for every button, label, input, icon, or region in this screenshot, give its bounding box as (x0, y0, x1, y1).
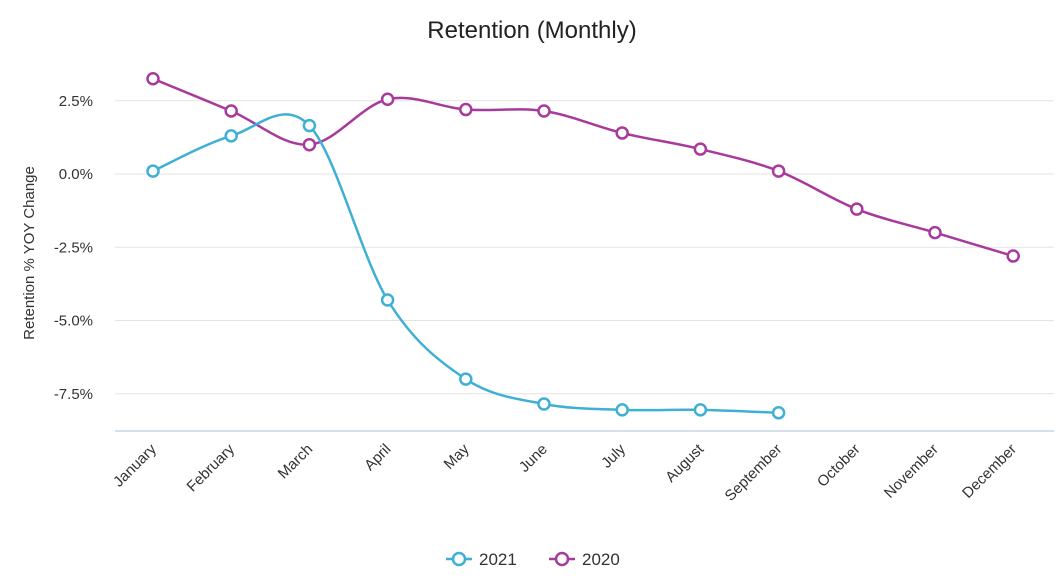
legend: 2021 2020 (446, 550, 620, 569)
y-tick-label: -2.5% (54, 239, 93, 256)
data-point[interactable] (850, 202, 864, 216)
data-point[interactable] (1006, 249, 1020, 263)
x-tick-label: February (184, 440, 239, 495)
data-point[interactable] (459, 102, 473, 117)
data-point[interactable] (302, 118, 317, 133)
data-point[interactable] (224, 104, 238, 118)
x-tick-label: May (441, 440, 473, 472)
x-axis-ticks: January February March April May June July Augu… (110, 440, 1020, 504)
legend-label: 2021 (479, 550, 517, 569)
x-tick-label: September (722, 441, 786, 505)
data-point[interactable] (693, 403, 708, 417)
data-point[interactable] (459, 372, 473, 386)
x-tick-label: January (110, 440, 160, 490)
chart-title: Retention (Monthly) (427, 17, 636, 44)
y-tick-label: 0.0% (59, 166, 93, 183)
legend-item-2021[interactable]: 2021 (446, 550, 517, 569)
x-tick-label: November (881, 441, 942, 502)
data-point[interactable] (771, 406, 786, 420)
series-layer (146, 72, 1020, 420)
legend-label: 2020 (582, 550, 620, 569)
data-point[interactable] (537, 104, 551, 118)
data-point[interactable] (146, 164, 160, 178)
x-tick-label: June (516, 441, 551, 476)
series-line-2021 (152, 113, 779, 415)
series-line-2020 (152, 77, 1014, 258)
data-point[interactable] (928, 225, 942, 240)
y-axis-label: Retention % YOY Change (21, 166, 38, 340)
x-tick-label: August (662, 440, 708, 486)
series-2021 (146, 113, 786, 420)
y-axis-ticks: 2.5% 0.0% -2.5% -5.0% -7.5% (54, 93, 93, 403)
y-tick-label: -5.0% (54, 313, 93, 330)
x-tick-label: December (959, 441, 1020, 502)
legend-swatch-marker (451, 551, 467, 567)
data-point[interactable] (224, 129, 238, 143)
x-tick-label: April (361, 441, 394, 474)
data-point[interactable] (693, 142, 708, 156)
legend-swatch-marker (554, 551, 570, 567)
y-tick-label: 2.5% (59, 93, 93, 110)
x-tick-label: March (275, 441, 316, 482)
series-2020 (146, 72, 1020, 263)
data-point[interactable] (146, 72, 160, 86)
data-point[interactable] (615, 126, 629, 140)
data-point[interactable] (537, 397, 551, 411)
legend-item-2020[interactable]: 2020 (549, 550, 620, 569)
data-point[interactable] (380, 293, 395, 307)
x-tick-label: July (598, 440, 629, 471)
data-point[interactable] (302, 137, 317, 152)
data-point[interactable] (615, 403, 629, 417)
x-tick-label: October (814, 441, 864, 491)
grid-layer (115, 100, 1054, 432)
data-point[interactable] (380, 92, 395, 107)
y-tick-label: -7.5% (54, 386, 93, 403)
data-point[interactable] (771, 164, 786, 178)
